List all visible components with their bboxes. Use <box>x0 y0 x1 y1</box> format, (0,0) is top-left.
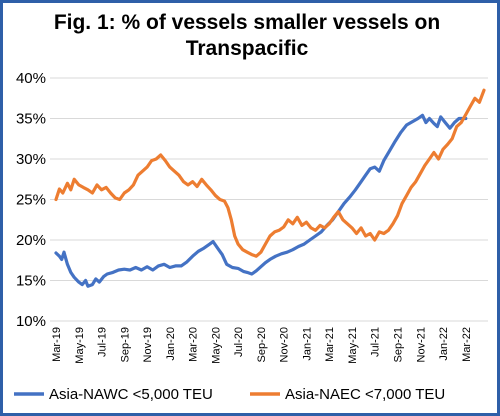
y-tick-label: 30% <box>16 151 46 168</box>
chart-title: Fig. 1: % of vessels smaller vessels on … <box>53 11 441 60</box>
x-tick-label: Mar-19 <box>51 327 63 362</box>
y-tick-label: 10% <box>16 313 46 330</box>
x-tick-label: Jan-21 <box>301 327 313 361</box>
y-tick-label: 25% <box>16 192 46 209</box>
x-tick-label: Nov-19 <box>142 327 154 362</box>
x-tick-label: Jan-20 <box>165 327 177 361</box>
x-tick-label: Sep-19 <box>119 327 131 362</box>
y-axis-ticks: 10% 15% 20% 25% 30% 35% 40% <box>16 70 46 330</box>
y-tick-label: 15% <box>16 273 46 290</box>
y-tick-label: 35% <box>16 111 46 128</box>
x-tick-label: Jan-22 <box>438 327 450 361</box>
x-tick-label: Nov-21 <box>415 327 427 362</box>
x-tick-label: May-19 <box>74 327 86 364</box>
x-tick-label: Nov-20 <box>279 327 291 362</box>
x-tick-label: Sep-21 <box>392 327 404 362</box>
x-tick-label: May-21 <box>347 327 359 364</box>
x-tick-label: Sep-20 <box>256 327 268 362</box>
x-tick-label: Jul-20 <box>233 327 245 357</box>
x-tick-label: Mar-21 <box>324 327 336 362</box>
x-tick-label: Jul-19 <box>97 327 109 357</box>
series-line-1 <box>54 113 468 288</box>
x-tick-label: May-20 <box>210 327 222 364</box>
legend-label: Asia-NAEC <7,000 TEU <box>285 386 445 403</box>
legend: Asia-NAWC <5,000 TEU Asia-NAEC <7,000 TEU <box>14 386 445 403</box>
x-tick-label: Mar-22 <box>461 327 473 362</box>
x-axis-ticks: Mar-19 May-19 Jul-19 Sep-19 Nov-19 Jan-20 Mar-… <box>51 327 473 364</box>
series-lines <box>54 88 486 288</box>
legend-label: Asia-NAWC <5,000 TEU <box>49 386 213 403</box>
x-tick-label: Jul-21 <box>370 327 382 357</box>
x-tick-label: Mar-20 <box>188 327 200 362</box>
series-line-2 <box>54 88 486 258</box>
y-tick-label: 40% <box>16 70 46 87</box>
y-tick-label: 20% <box>16 232 46 249</box>
